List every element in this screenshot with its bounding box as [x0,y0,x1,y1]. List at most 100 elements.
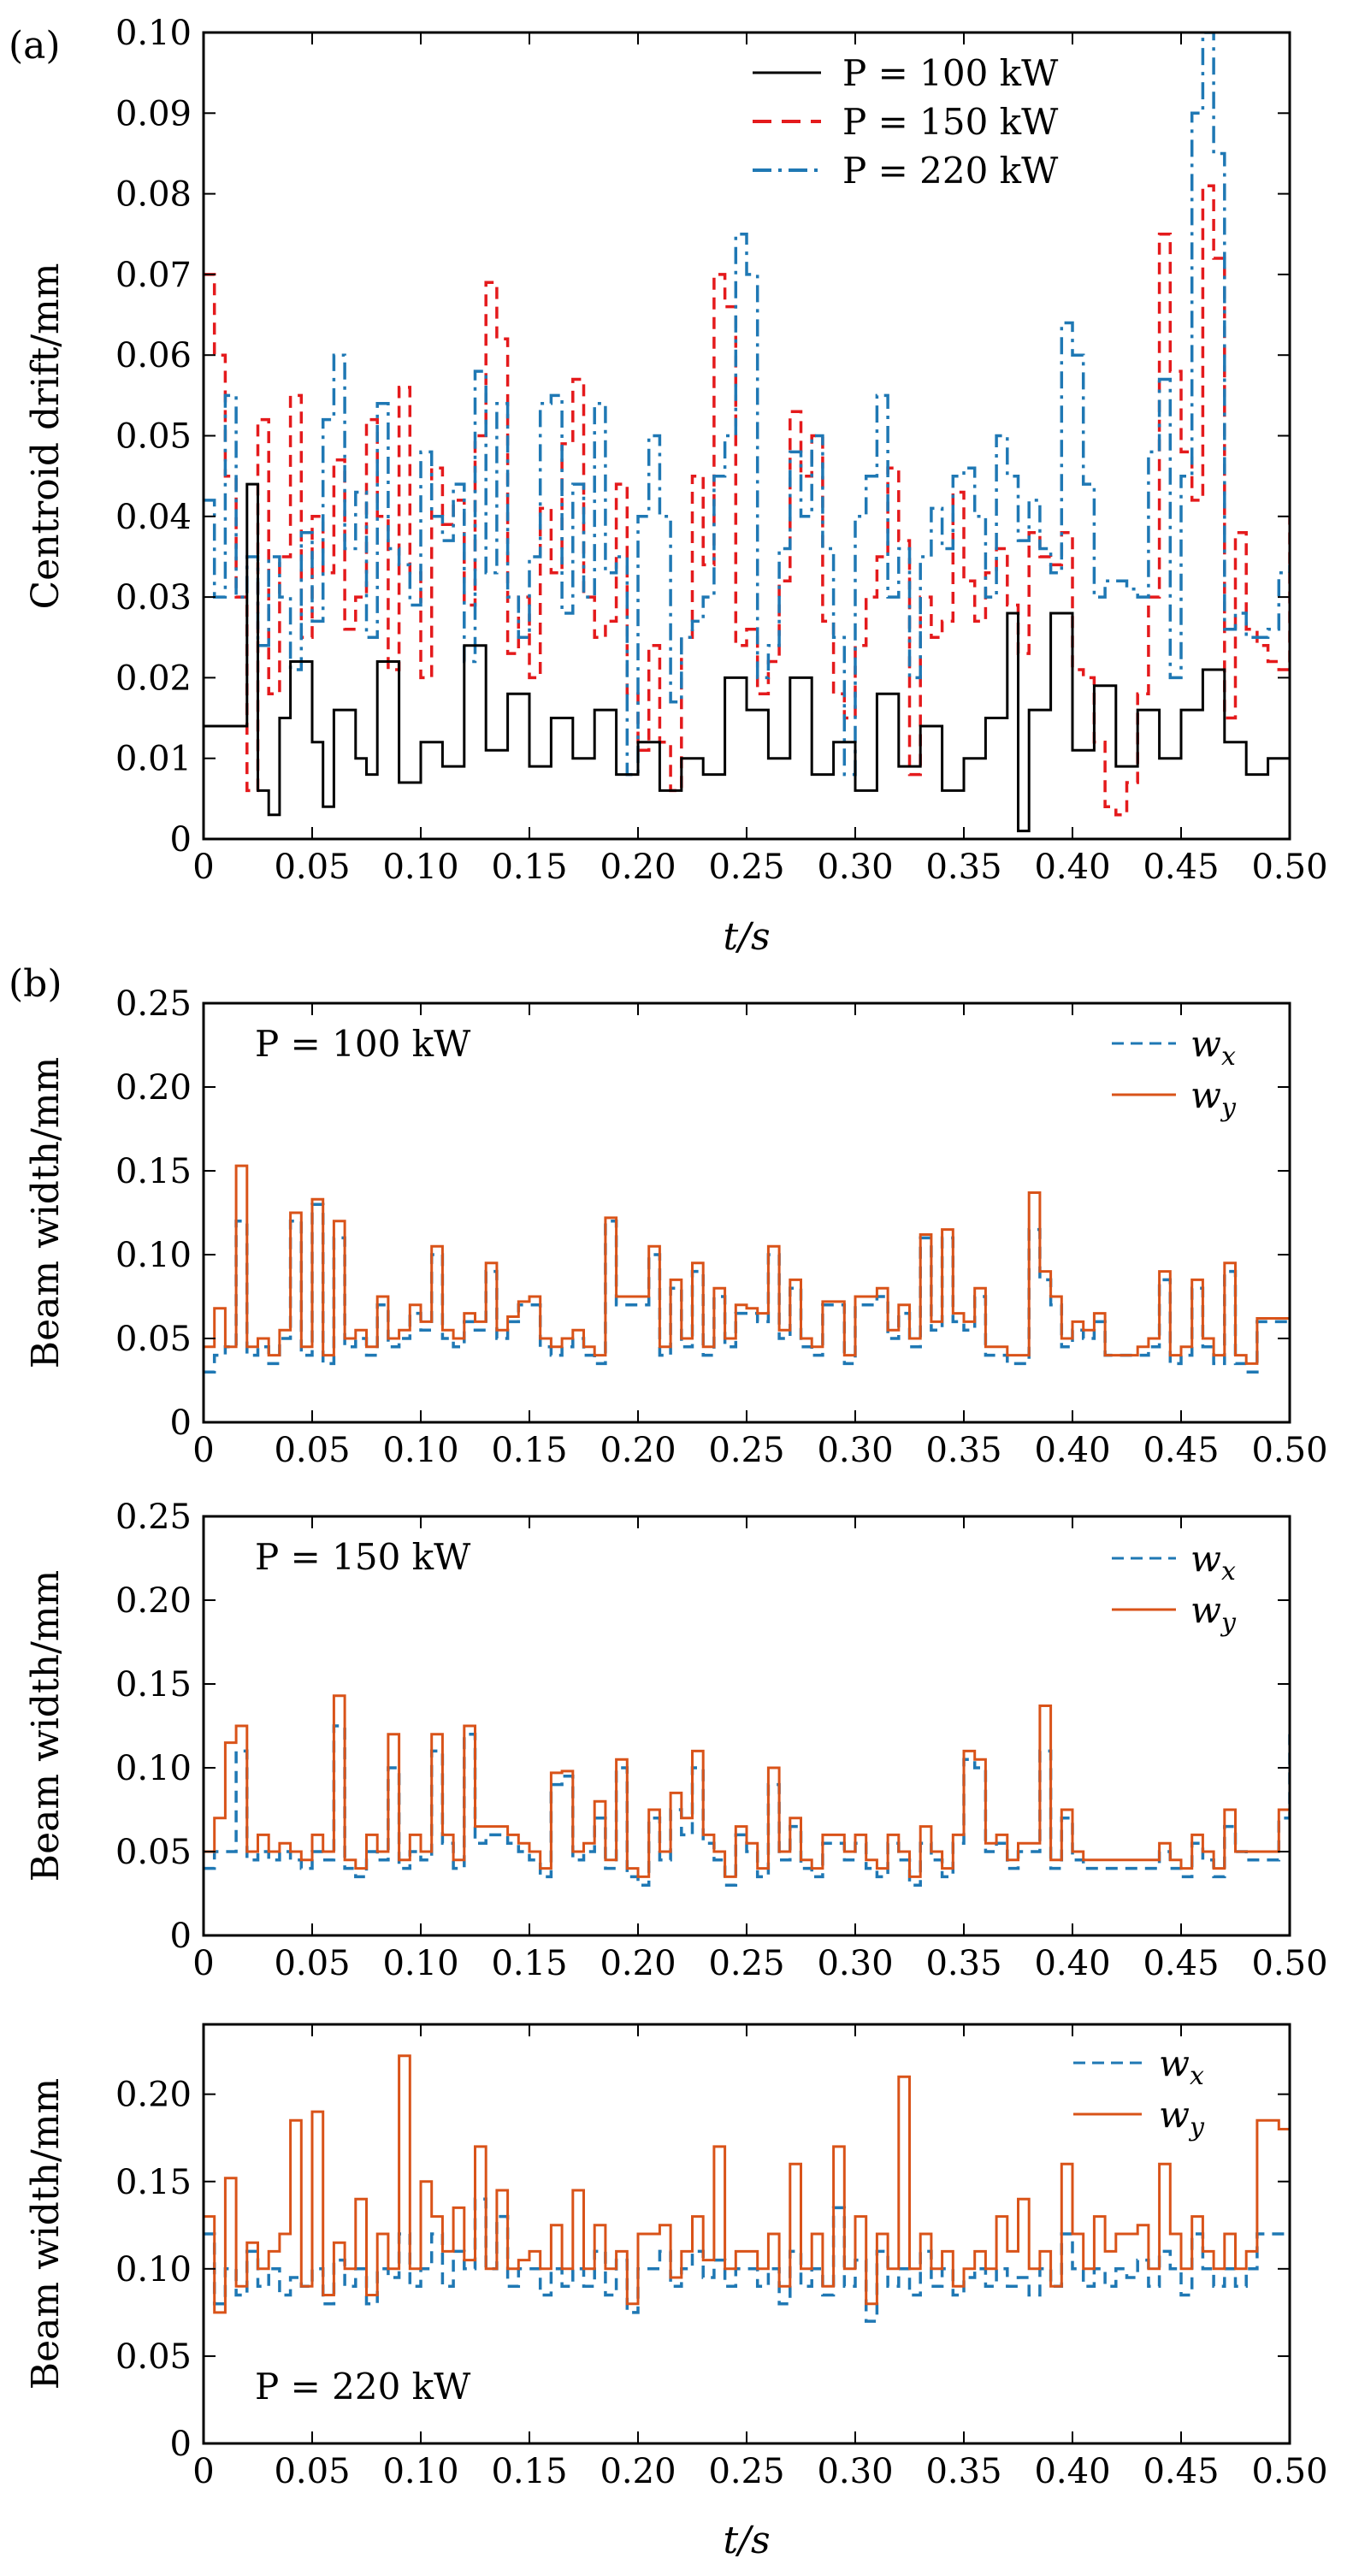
x-tick-label: 0.25 [708,2452,784,2491]
panel-a-ticks: 0 0.05 0.10 0.15 0.20 0.25 0.30 0.35 0.40 0.45 0.5… [115,14,1328,887]
legend-label-series-0: P = 100 kW [842,52,1059,94]
legend-label-series-1: P = 150 kW [842,101,1059,143]
panel-b2-legend: wx wy [1112,1538,1237,1638]
x-tick-label: 0.40 [1034,1944,1110,1983]
y-tick-label: 0.20 [115,2076,192,2115]
x-tick-label: 0.35 [925,848,1001,887]
y-tick-label: 0.04 [115,498,192,537]
y-tick-label: 0 [170,1403,192,1443]
y-tick-label: 0.02 [115,659,192,698]
y-tick-label: 0.05 [115,417,192,457]
x-tick-label: 0.30 [817,1431,893,1470]
x-tick-label: 0.05 [274,1431,350,1470]
x-tick-label: 0.15 [491,1431,567,1470]
x-tick-label: 0.20 [600,848,676,887]
panel-b1-frame [202,1001,1291,1424]
x-tick-label: 0 [192,1431,214,1470]
legend-label-wx: wx [1190,1538,1236,1586]
x-tick-label: 0.40 [1034,848,1110,887]
x-tick-label: 0.25 [708,1944,784,1983]
panel-b3-ylabel: Beam width/mm [24,2078,68,2390]
legend-label-wy: wy [1159,2094,1205,2142]
y-tick-label: 0.10 [115,1749,192,1788]
x-tick-label: 0 [192,1944,214,1983]
x-tick-label: 0.30 [817,1944,893,1983]
panel-b2-annotation: P = 150 kW [255,1536,471,1578]
y-tick-label: 0.01 [115,740,192,779]
x-tick-label: 0.25 [708,1431,784,1470]
x-tick-label: 0.35 [925,2452,1001,2491]
y-tick-label: 0.20 [115,1068,192,1108]
panel-b3-legend: wx wy [1073,2042,1205,2142]
panel-a-legend: P = 100 kW P = 150 kW P = 220 kW [753,52,1059,192]
panel-b2-ylabel: Beam width/mm [24,1570,68,1882]
x-tick-label: 0.15 [491,2452,567,2491]
y-tick-label: 0.10 [115,1236,192,1275]
x-tick-label: 0.30 [817,2452,893,2491]
x-tick-label: 0.45 [1143,1431,1219,1470]
series-line-1 [204,1694,1290,1878]
y-tick-label: 0.06 [115,336,192,375]
panel-b1-ticks: 0 0.05 0.10 0.15 0.20 0.25 0.30 0.35 0.40 0.45 0.5… [115,984,1328,1470]
y-tick-label: 0.15 [115,2163,192,2202]
x-tick-label: 0.50 [1251,848,1327,887]
x-tick-label: 0.50 [1251,2452,1327,2491]
panel-b1-annotation: P = 100 kW [255,1023,471,1065]
x-tick-label: 0.40 [1034,1431,1110,1470]
x-tick-label: 0.10 [382,1431,458,1470]
x-tick-label: 0.45 [1143,1944,1219,1983]
series-line-1 [204,2054,1290,2314]
panel-label-b: (b) [9,962,62,1006]
legend-label-series-2: P = 220 kW [842,150,1059,192]
panel-b1-ylabel: Beam width/mm [24,1057,68,1369]
series-line-2 [204,32,1290,777]
y-tick-label: 0.15 [115,1152,192,1191]
y-tick-label: 0.25 [115,984,192,1024]
series-line-1 [204,184,1290,817]
x-tick-label: 0.35 [925,1431,1001,1470]
x-tick-label: 0.50 [1251,1944,1327,1983]
panel-a-ylabel: Centroid drift/mm [24,263,68,610]
y-tick-label: 0.08 [115,175,192,215]
y-tick-label: 0 [170,1917,192,1956]
x-tick-label: 0.20 [600,1944,676,1983]
panel-b3-annotation: P = 220 kW [255,2366,471,2408]
x-tick-label: 0.10 [382,1944,458,1983]
x-tick-label: 0.20 [600,2452,676,2491]
y-tick-label: 0.25 [115,1498,192,1537]
panel-b3-xlabel: t/s [723,2519,770,2562]
y-tick-label: 0.03 [115,578,192,617]
y-tick-label: 0.09 [115,94,192,133]
x-tick-label: 0.15 [491,848,567,887]
y-tick-label: 0.05 [115,2337,192,2377]
y-tick-label: 0.15 [115,1665,192,1705]
panel-b2-ticks: 0 0.05 0.10 0.15 0.20 0.25 0.30 0.35 0.40 0.45 0.5… [115,1498,1328,1983]
x-tick-label: 0.45 [1143,848,1219,887]
x-tick-label: 0.30 [817,848,893,887]
x-tick-label: 0 [192,848,214,887]
x-tick-label: 0.25 [708,848,784,887]
y-tick-label: 0 [170,2425,192,2464]
y-tick-label: 0.05 [115,1320,192,1359]
y-tick-label: 0.10 [115,2250,192,2289]
x-tick-label: 0.40 [1034,2452,1110,2491]
panel-b1: (b) 0 0.05 0.10 0.15 0.20 0.25 0.30 0.35 0.40 0.4… [9,962,1328,1470]
x-tick-label: 0 [192,2452,214,2491]
x-tick-label: 0.05 [274,2452,350,2491]
panel-a: (a) 0 0.05 0.10 0.15 0.20 0.25 0.30 0.35 0.40 0.4… [9,14,1328,959]
y-tick-label: 0.07 [115,256,192,295]
series-line-0 [204,1202,1290,1374]
panel-label-a: (a) [9,24,61,68]
panel-b1-legend: wx wy [1112,1023,1237,1123]
x-tick-label: 0.05 [274,848,350,887]
legend-label-wx: wx [1159,2042,1204,2091]
x-tick-label: 0.20 [600,1431,676,1470]
legend-label-wy: wy [1190,1074,1237,1123]
x-tick-label: 0.10 [382,848,458,887]
x-tick-label: 0.50 [1251,1431,1327,1470]
panel-b2-series [204,1694,1290,1887]
panel-a-series [204,32,1290,833]
series-line-1 [204,1164,1290,1365]
panel-b3-series [204,2054,1290,2323]
series-line-0 [204,1724,1290,1887]
